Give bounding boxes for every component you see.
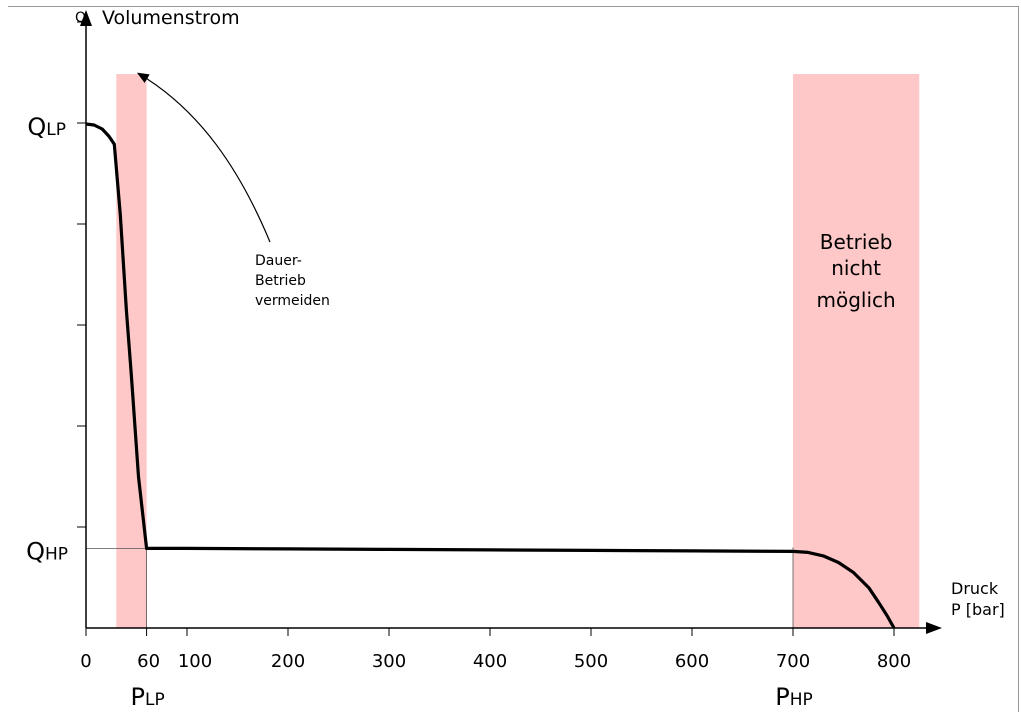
x-tick-label: 500 [574,651,608,672]
shaded-region-low-pressure [116,74,147,628]
y-level-label-qhp: QHP [26,537,68,565]
x-tick-label: 600 [675,651,709,672]
shaded-region-high-pressure [793,74,920,628]
x-marker-label-plp: PLP [130,683,164,711]
y-axis-symbol: Q [75,10,86,26]
region-label-line-3: möglich [817,288,896,312]
region-label-line-1: Betrieb [820,230,893,254]
y-level-label-qlp: QLP [27,113,66,141]
x-tick-label: 400 [473,651,507,672]
y-axis-label: Volumenstrom [102,7,240,29]
x-tick-label: 200 [271,651,305,672]
x-axis-label-line1: Druck [951,579,999,598]
x-tick-label: 60 [137,651,160,672]
x-axis-arrow-icon [926,622,942,634]
x-tick-label: 800 [877,651,911,672]
x-tick-label: 100 [178,651,212,672]
flow-curve [85,122,896,629]
annotation-line-3: vermeiden [255,293,330,309]
x-tick-label: 0 [80,651,91,672]
y-ticks [77,21,86,528]
chart-frame [8,6,1019,712]
x-ticks: 0 60 100 200 300 400 500 600 700 800 [80,628,911,672]
annotation-line-2: Betrieb [255,273,306,289]
x-axis-label-line2: P [bar] [951,600,1005,619]
x-tick-label: 700 [776,651,810,672]
x-tick-label: 300 [372,651,406,672]
x-marker-label-php: PHP [775,683,813,711]
region-label-line-2: nicht [831,256,881,280]
annotation-line-1: Dauer- [255,253,302,269]
annotation-arrow [136,72,271,243]
